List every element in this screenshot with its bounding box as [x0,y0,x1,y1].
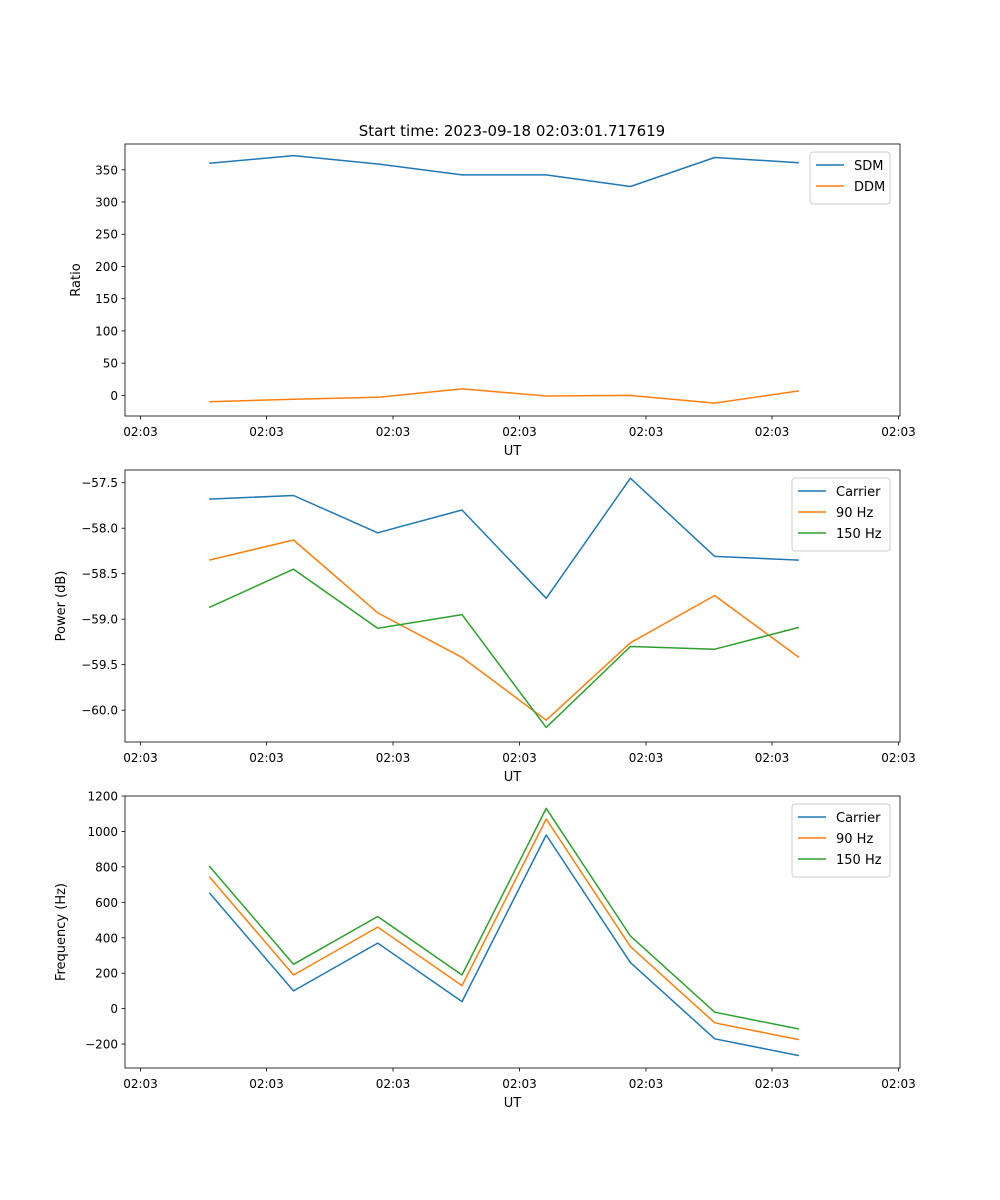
legend-label: Carrier [836,485,881,500]
y-tick-label: 1200 [87,790,118,804]
subplot-3: −200 0 200 400 600 800 1000 1200 02:03 02:03 02:03… [54,790,916,1112]
y-tick-label: 1000 [87,825,118,839]
y-tick-label: 150 [95,292,118,306]
series-line-ddm [209,388,800,404]
y-tick-label: 100 [95,324,118,338]
legend: SDM DDM [809,151,891,205]
series-line-150-hz [208,807,800,1030]
subplot-2: −60.0 −59.5 −59.0 −58.5 −58.0 −57.5 02:03 02:03… [54,469,916,785]
plot-area [125,796,900,1068]
x-tick-label: 02:03 [502,751,537,765]
y-tick-label: 200 [95,260,118,274]
x-tick-label: 02:03 [629,751,664,765]
x-axis-label: UT [504,770,522,785]
x-tick-label: 02:03 [249,751,284,765]
x-tick-label: 02:03 [249,425,284,439]
legend-label: 150 Hz [836,527,882,542]
x-tick-label: 02:03 [755,1077,790,1091]
legend: Carrier 90 Hz 150 Hz [791,803,891,878]
y-axis-label: Frequency (Hz) [54,883,69,981]
x-tick-label: 02:03 [249,1077,284,1091]
y-tick-label: 200 [95,967,118,981]
plot-area [125,470,900,742]
x-tick-label: 02:03 [123,1077,158,1091]
y-axis-label: Ratio [69,263,84,296]
series-line-150-hz [208,568,800,729]
x-axis-label: UT [504,444,522,459]
x-tick-label: 02:03 [376,1077,411,1091]
axes-frame [124,795,901,1069]
legend-label: Carrier [836,811,881,826]
legend-label: 90 Hz [836,506,873,521]
x-tick-label: 02:03 [502,1077,537,1091]
y-tick-label: −59.0 [81,613,118,627]
x-tick-label: 02:03 [881,425,916,439]
series-line-90-hz [209,539,800,721]
y-tick-label: 800 [95,860,118,874]
x-tick-label: 02:03 [881,1077,916,1091]
legend-label: 90 Hz [836,832,873,847]
plot-area [125,144,900,416]
axes-frame [124,469,901,743]
y-tick-label: 0 [110,1002,118,1016]
y-tick-label: −57.5 [81,476,118,490]
legend-label: SDM [854,159,883,174]
y-tick-label: 300 [95,196,118,210]
x-tick-label: 02:03 [881,751,916,765]
y-tick-label: 50 [103,357,118,371]
x-tick-label: 02:03 [629,1077,664,1091]
plots-container: 0 50 100 150 200 250 300 350 02:03 02:03 02:03 02:0… [54,143,916,1112]
y-axis-label: Power (dB) [54,571,69,642]
y-tick-label: 400 [95,931,118,945]
y-tick-label: −58.0 [81,522,118,536]
x-axis-label: UT [504,1096,522,1111]
y-tick-label: −58.5 [81,567,118,581]
legend-label: DDM [854,180,885,195]
y-tick-label: −200 [85,1038,118,1052]
series-line-carrier [209,477,799,600]
series-line-sdm [209,154,799,188]
x-tick-label: 02:03 [502,425,537,439]
legend-label: 150 Hz [836,853,882,868]
series-line-90-hz [208,818,800,1041]
x-tick-label: 02:03 [755,751,790,765]
y-tick-label: −59.5 [81,658,118,672]
figure-title: Start time: 2023-09-18 02:03:01.717619 [359,122,665,140]
axes-frame [124,143,901,417]
x-tick-label: 02:03 [123,425,158,439]
y-tick-label: 250 [95,228,118,242]
series-line-carrier [208,834,800,1057]
legend: Carrier 90 Hz 150 Hz [791,477,891,552]
x-tick-label: 02:03 [376,751,411,765]
x-tick-label: 02:03 [123,751,158,765]
y-tick-label: 600 [95,896,118,910]
y-tick-label: 350 [95,163,118,177]
x-tick-label: 02:03 [755,425,790,439]
x-tick-label: 02:03 [629,425,664,439]
x-tick-label: 02:03 [376,425,411,439]
y-tick-label: −60.0 [81,704,118,718]
y-tick-label: 0 [110,389,118,403]
subplot-1: 0 50 100 150 200 250 300 350 02:03 02:03 02:03 02:0… [69,143,916,459]
